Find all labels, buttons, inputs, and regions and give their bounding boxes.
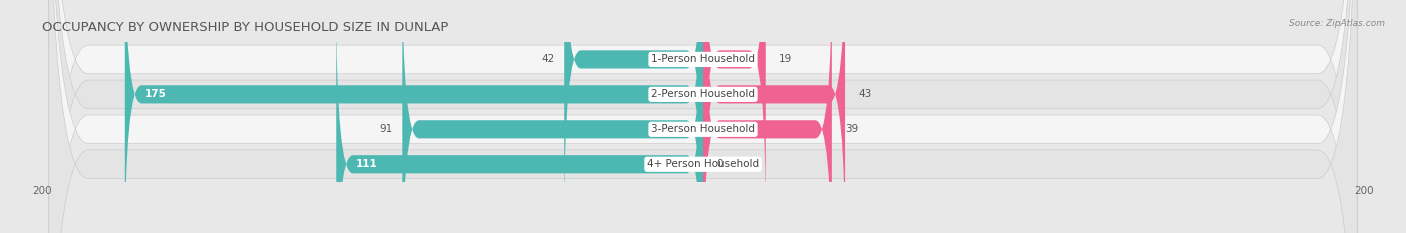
- FancyBboxPatch shape: [564, 0, 703, 225]
- Text: 3-Person Household: 3-Person Household: [651, 124, 755, 134]
- FancyBboxPatch shape: [49, 0, 1357, 233]
- Text: 2-Person Household: 2-Person Household: [651, 89, 755, 99]
- FancyBboxPatch shape: [49, 0, 1357, 233]
- Text: 42: 42: [541, 55, 554, 64]
- Text: Source: ZipAtlas.com: Source: ZipAtlas.com: [1289, 19, 1385, 28]
- Text: OCCUPANCY BY OWNERSHIP BY HOUSEHOLD SIZE IN DUNLAP: OCCUPANCY BY OWNERSHIP BY HOUSEHOLD SIZE…: [42, 21, 449, 34]
- FancyBboxPatch shape: [703, 0, 766, 225]
- Text: 0: 0: [716, 159, 723, 169]
- FancyBboxPatch shape: [703, 0, 845, 233]
- FancyBboxPatch shape: [49, 0, 1357, 233]
- Text: 43: 43: [858, 89, 872, 99]
- FancyBboxPatch shape: [125, 0, 703, 233]
- Text: 19: 19: [779, 55, 792, 64]
- FancyBboxPatch shape: [402, 0, 703, 233]
- FancyBboxPatch shape: [49, 0, 1357, 233]
- Text: 175: 175: [145, 89, 166, 99]
- Text: 111: 111: [356, 159, 378, 169]
- FancyBboxPatch shape: [703, 0, 832, 233]
- Text: 1-Person Household: 1-Person Household: [651, 55, 755, 64]
- Text: 4+ Person Household: 4+ Person Household: [647, 159, 759, 169]
- FancyBboxPatch shape: [336, 0, 703, 233]
- Text: 91: 91: [380, 124, 392, 134]
- Text: 39: 39: [845, 124, 858, 134]
